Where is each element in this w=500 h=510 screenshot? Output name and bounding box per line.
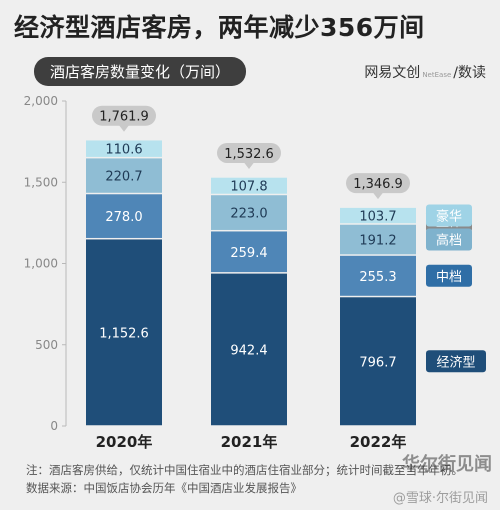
y-tick-label: 1,000 <box>24 257 58 271</box>
bar-segment <box>340 224 416 255</box>
x-category-label: 2021年 <box>221 433 278 451</box>
watermark-sub: @雪球·尔街见闻 <box>392 491 488 506</box>
brand-logo: 网易文创 NetEase/数读 <box>364 65 486 81</box>
bar-segment <box>211 231 287 273</box>
total-bubble <box>92 105 156 126</box>
total-bubble-pointer <box>373 192 383 200</box>
legend-box <box>426 264 472 287</box>
bar-segment <box>340 255 416 296</box>
bar-value-label: 220.7 <box>105 170 142 185</box>
x-category-label: 2020年 <box>96 433 153 451</box>
legend-label: 中档 <box>436 270 462 285</box>
legend-box <box>426 350 486 373</box>
bar-value-label: 278.0 <box>105 210 142 225</box>
legend-label: 高档 <box>436 233 462 249</box>
bar-value-label: 796.7 <box>359 355 396 370</box>
total-value-label: 1,532.6 <box>224 147 274 162</box>
bar-segment <box>211 195 287 230</box>
bar-value-label: 103.7 <box>359 210 396 225</box>
total-bubble <box>217 142 281 163</box>
bar-segment <box>86 194 162 238</box>
total-bubble-pointer <box>244 162 254 169</box>
bar-value-label: 191.2 <box>359 234 396 249</box>
data-source: 数据来源：中国饭店协会历年《中国酒店业发展报告》 <box>26 481 302 495</box>
bar-value-label: 107.8 <box>230 180 267 195</box>
bar-segment <box>86 158 162 193</box>
bar-value-label: 1,152.6 <box>99 326 149 341</box>
bar-value-label: 255.3 <box>359 270 396 285</box>
bar-segment <box>340 297 416 426</box>
total-value-label: 1,346.9 <box>353 177 403 192</box>
watermark-main: 华尔街见闻 <box>402 454 492 475</box>
bar-segment <box>340 207 416 224</box>
bar-value-label: 223.0 <box>230 207 267 222</box>
bar-segment <box>86 239 162 426</box>
bar-segment <box>211 177 287 194</box>
bar-value-label: 942.4 <box>230 343 267 358</box>
total-value-label: 1,761.9 <box>99 110 149 125</box>
total-bubble <box>346 173 410 194</box>
y-tick-label: 0 <box>50 419 58 433</box>
y-tick-label: 2,000 <box>24 94 58 108</box>
bar-value-label: 259.4 <box>230 246 267 261</box>
bar-segment <box>211 273 287 426</box>
y-tick-label: 500 <box>35 338 58 352</box>
unit-pill: 酒店客房数量变化（万间） <box>34 57 247 86</box>
brand-main: 网易文创 <box>364 65 421 81</box>
legend-box <box>426 228 472 251</box>
brand-sub: NetEase <box>422 71 452 79</box>
y-tick-label: 1,500 <box>24 175 58 189</box>
x-category-label: 2022年 <box>350 433 407 451</box>
total-bubble-pointer <box>119 125 129 132</box>
bar-value-label: 110.6 <box>105 143 142 158</box>
legend-box <box>426 204 472 227</box>
bar-segment <box>86 140 162 157</box>
footnote: 注：酒店客房供给，仅统计中国住宿业中的酒店住宿业部分；统计时间截至当年年初。 <box>26 463 463 477</box>
legend-label: 经济型 <box>436 355 475 370</box>
legend-label: 豪华 <box>436 209 462 225</box>
brand-tail: 数读 <box>458 65 486 81</box>
chart-title: 经济型酒店客房，两年减少356万间 <box>14 13 425 42</box>
